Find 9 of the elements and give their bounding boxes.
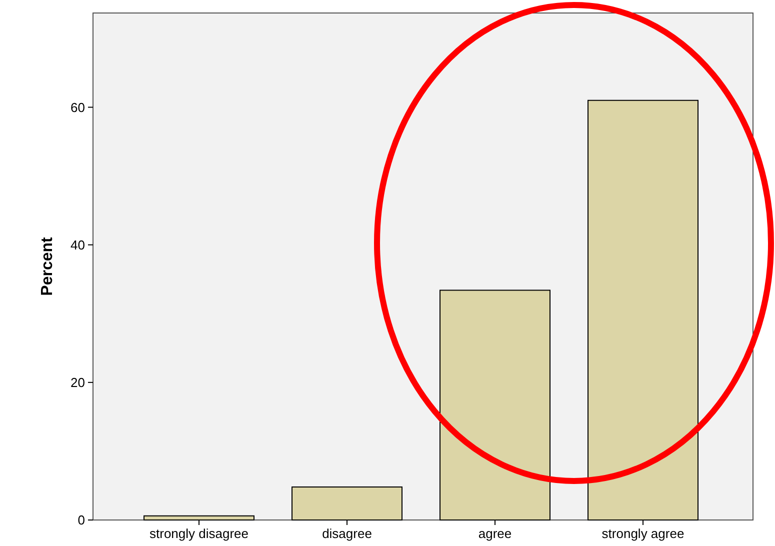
x-tick-label: disagree: [322, 526, 372, 541]
y-tick-label: 0: [78, 512, 85, 528]
x-tick-label: agree: [478, 526, 512, 541]
x-tick-label: strongly disagree: [150, 526, 248, 541]
y-tick-label: 40: [70, 237, 85, 252]
y-tick-label: 60: [70, 100, 85, 115]
y-axis-title: Percent: [39, 236, 56, 296]
y-tick-label: 20: [70, 374, 85, 390]
x-tick-label: strongly agree: [602, 526, 684, 541]
